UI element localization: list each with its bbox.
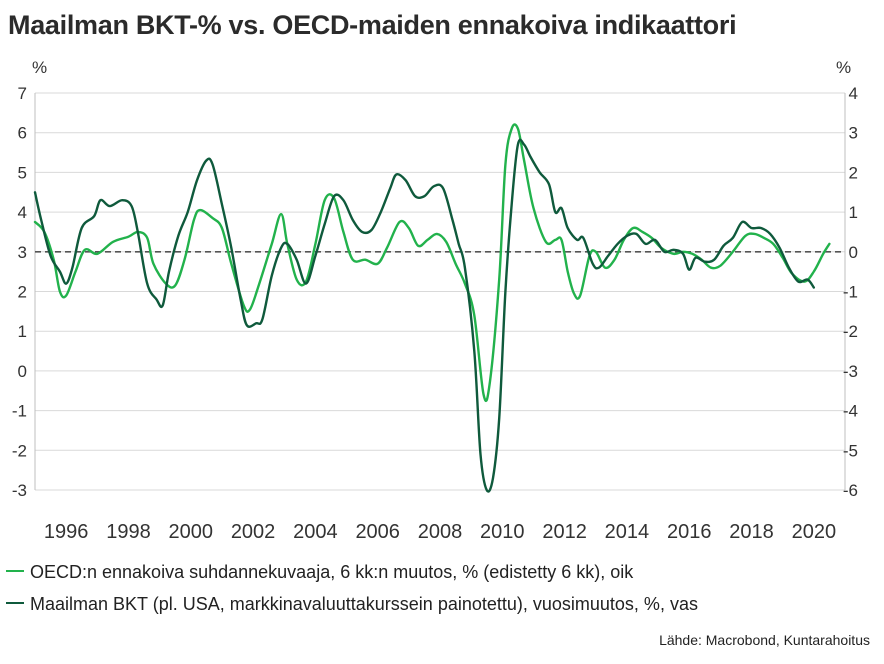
left-tick-label: 6 bbox=[18, 124, 27, 143]
right-tick-label: -6 bbox=[843, 481, 858, 500]
right-tick-label: 3 bbox=[849, 124, 858, 143]
x-tick-label: 2004 bbox=[293, 521, 338, 543]
right-axis-ticks: -6 -5 -4 -3 -2 -1 0 1 2 3 4 bbox=[843, 84, 858, 500]
series-line-oecd bbox=[33, 123, 831, 403]
left-tick-label: 5 bbox=[18, 163, 27, 182]
source-note: Lähde: Macrobond, Kuntarahoitus bbox=[659, 632, 870, 648]
grid-lines bbox=[34, 92, 846, 491]
left-tick-label: -1 bbox=[12, 402, 27, 421]
x-axis-ticks: 1996 1998 2000 2002 2004 2006 2008 2010 2012 2014… bbox=[44, 521, 836, 543]
left-tick-label: 0 bbox=[18, 362, 27, 381]
x-tick-label: 2014 bbox=[605, 521, 650, 543]
right-axis-unit: % bbox=[836, 58, 851, 77]
x-tick-label: 2008 bbox=[418, 521, 463, 543]
chart-title: Maailman BKT-% vs. OECD-maiden ennakoiva… bbox=[8, 10, 737, 40]
x-tick-label: 2016 bbox=[667, 521, 712, 543]
x-tick-label: 2012 bbox=[542, 521, 587, 543]
right-tick-label: 4 bbox=[849, 84, 858, 103]
legend-swatch-oecd bbox=[6, 570, 24, 573]
legend-label-oecd: OECD:n ennakoiva suhdannekuvaaja, 6 kk:n… bbox=[30, 562, 634, 582]
x-tick-label: 2010 bbox=[480, 521, 525, 543]
right-tick-label: -5 bbox=[843, 441, 858, 460]
right-tick-label: 1 bbox=[849, 203, 858, 222]
x-tick-label: 2020 bbox=[792, 521, 837, 543]
x-tick-label: 1998 bbox=[106, 521, 151, 543]
left-axis-ticks: -3 -2 -1 0 1 2 3 4 5 6 7 bbox=[12, 84, 27, 500]
left-tick-label: 4 bbox=[18, 203, 27, 222]
left-tick-label: -3 bbox=[12, 481, 27, 500]
legend-label-gdp: Maailman BKT (pl. USA, markkinavaluuttak… bbox=[30, 594, 698, 614]
right-tick-label: 2 bbox=[849, 163, 858, 182]
left-tick-label: 7 bbox=[18, 84, 27, 103]
x-tick-label: 2006 bbox=[355, 521, 400, 543]
legend-item-oecd: OECD:n ennakoiva suhdannekuvaaja, 6 kk:n… bbox=[6, 562, 633, 583]
right-tick-label: -3 bbox=[843, 362, 858, 381]
x-tick-label: 2018 bbox=[729, 521, 774, 543]
left-tick-label: 1 bbox=[18, 322, 27, 341]
right-tick-label: -4 bbox=[843, 402, 858, 421]
legend-swatch-gdp bbox=[6, 602, 24, 605]
x-tick-label: 2002 bbox=[231, 521, 276, 543]
series-lines bbox=[33, 123, 831, 493]
right-tick-label: -2 bbox=[843, 322, 858, 341]
x-tick-label: 2000 bbox=[169, 521, 214, 543]
series-line-gdp bbox=[33, 138, 815, 493]
x-tick-label: 1996 bbox=[44, 521, 89, 543]
left-tick-label: 3 bbox=[18, 243, 27, 262]
right-tick-label: 0 bbox=[849, 243, 858, 262]
right-tick-label: -1 bbox=[843, 283, 858, 302]
left-tick-label: 2 bbox=[18, 283, 27, 302]
left-tick-label: -2 bbox=[12, 441, 27, 460]
left-axis-unit: % bbox=[32, 58, 47, 77]
legend-item-gdp: Maailman BKT (pl. USA, markkinavaluuttak… bbox=[6, 594, 698, 615]
